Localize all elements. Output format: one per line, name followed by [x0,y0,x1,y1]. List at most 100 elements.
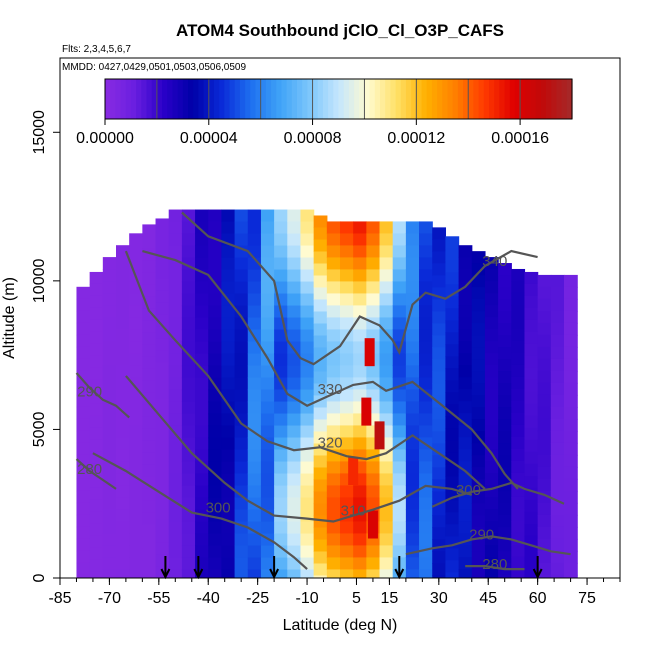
heat-cell [102,569,117,578]
heat-cell [471,455,486,468]
heat-cell [287,269,302,283]
heat-cell [405,557,420,571]
heat-cell [366,557,381,571]
contour-line [431,481,565,508]
heat-cell [274,449,288,463]
heat-cell [155,374,170,388]
heat-cell [458,269,473,282]
colorbar-cell [499,79,506,119]
heat-cell [129,305,143,318]
heat-cell [208,461,223,475]
heat-cell [405,281,420,295]
heat-cell [195,221,209,235]
colorbar-cell [426,79,433,119]
heat-cell [537,370,552,384]
contour-label: 340 [482,253,507,270]
heat-cell [300,497,315,511]
heat-cell [221,317,236,331]
heat-hotspot [364,338,375,367]
contour-line [405,535,571,556]
heat-cell [208,281,223,295]
heat-cell [274,497,288,511]
heat-cell [313,287,328,301]
heat-cell [366,569,381,578]
heat-cell [340,305,354,319]
contour-line [125,375,473,523]
heat-cell [155,302,170,316]
contour-label: 280 [77,461,102,478]
heat-cell [221,533,236,547]
heat-cell [471,383,486,396]
heat-cell [405,317,420,331]
heat-cell [116,557,130,570]
heat-cell [353,545,367,559]
heat-cell [102,521,117,534]
heat-cell [471,275,486,288]
heat-cell [116,425,130,438]
heat-cell [313,455,328,469]
heat-cell [195,245,209,259]
heat-cell [458,521,473,534]
heat-cell [379,485,394,499]
heat-cell [550,466,565,480]
heat-cell [155,362,170,376]
heat-cell [116,377,130,390]
heat-cell [260,521,275,535]
heat-cell [550,286,565,300]
heat-cell [142,380,157,393]
heat-cell [287,485,302,499]
heat-cell [326,485,341,499]
heat-cell [208,341,223,355]
heat-cell [260,245,275,259]
heat-cell [340,533,354,547]
heat-cell [524,547,539,561]
colorbar-cell [115,79,122,119]
heat-cell [208,305,223,319]
heat-cell [537,466,552,480]
heat-cell [221,413,236,427]
heat-cell [353,485,367,499]
heat-cell [445,272,460,285]
heat-cell [524,439,539,453]
flights-label: Flts: 2,3,4,5,6,7 [62,44,131,55]
colorbar-cell [224,79,231,119]
heat-cell [511,352,526,366]
heat-cell [313,323,328,337]
colorbar-cell [146,79,153,119]
heat-cell [155,518,170,532]
heat-cell [537,394,552,408]
heat-cell [550,454,565,468]
heat-cell [129,365,143,378]
heat-cell [524,295,539,309]
heat-cell [274,209,288,223]
heat-cell [155,434,170,448]
heat-cell [564,394,578,408]
heat-cell [471,287,486,300]
heat-cell [511,568,526,578]
heat-cell [537,298,552,312]
heat-cell [247,569,262,578]
heat-cell [405,245,420,259]
heat-cell [445,260,460,273]
heat-cell [274,461,288,475]
heat-cell [102,341,117,354]
heat-cell [511,340,526,354]
heat-cell [300,425,315,439]
heat-cell [366,281,381,295]
colorbar-cell [504,79,511,119]
heat-cell [326,545,341,559]
heat-cell [195,557,209,571]
heat-cell [550,358,565,372]
heat-cell [287,497,302,511]
heat-cell [432,419,447,432]
colorbar-cell [130,79,137,119]
heat-cell [340,497,354,511]
heat-cell [392,281,407,295]
heat-cell [260,341,275,355]
heat-cell [405,329,420,343]
colorbar-cell [141,79,148,119]
heat-cell [392,533,407,547]
heat-cell [524,499,539,513]
heat-cell [129,425,143,438]
heat-cell [102,293,117,306]
